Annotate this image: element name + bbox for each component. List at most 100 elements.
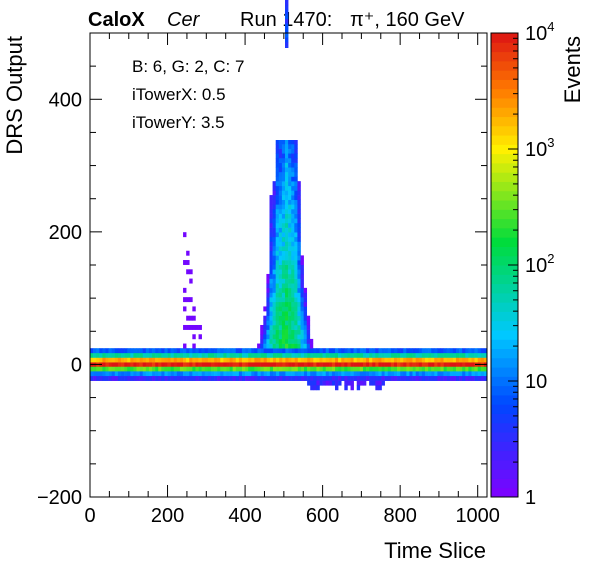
heatmap-bin (300, 362, 305, 368)
heatmap-bin (331, 376, 336, 381)
heatmap-bin (285, 269, 289, 275)
heatmap-bin (335, 352, 339, 358)
heatmap-bin (278, 269, 283, 275)
heatmap-bin (468, 352, 472, 358)
heatmap-bin (406, 362, 410, 368)
heatmap-bin (306, 343, 311, 349)
heatmap-bin (310, 352, 314, 358)
heatmap-bin (381, 357, 385, 363)
heatmap-bin (281, 283, 286, 289)
heatmap-bin (288, 171, 292, 177)
heatmap-bin (269, 241, 273, 247)
heatmap-bin (297, 218, 301, 224)
heatmap-bin (375, 357, 379, 363)
heatmap-bin (291, 213, 295, 219)
heatmap-bin (459, 371, 463, 377)
heatmap-bin (121, 376, 125, 381)
heatmap-bin (446, 371, 451, 377)
heatmap-bin (366, 357, 370, 363)
heatmap-bin (369, 352, 373, 358)
heatmap-bin (189, 352, 193, 358)
heatmap-bin (291, 208, 295, 214)
heatmap-bin (272, 362, 277, 368)
heatmap-bin (303, 324, 308, 330)
heatmap-bin (285, 222, 289, 228)
heatmap-bin (275, 264, 280, 270)
heatmap-bin (297, 232, 301, 238)
heatmap-bin (288, 241, 292, 247)
heatmap-bin (387, 362, 392, 368)
heatmap-bin (111, 371, 116, 377)
heatmap-bin (366, 352, 370, 358)
heatmap-bin (217, 376, 221, 381)
heatmap-bin (229, 357, 233, 363)
heatmap-bin (158, 352, 162, 358)
heatmap-bin (291, 264, 295, 270)
heatmap-bin (173, 348, 178, 354)
heatmap-bin (164, 348, 168, 354)
heatmap-bin (217, 366, 221, 372)
heatmap-bin (229, 362, 233, 368)
heatmap-bin (195, 376, 199, 381)
heatmap-bin (235, 366, 240, 372)
heatmap-bin (204, 362, 209, 368)
heatmap-bin (133, 357, 137, 363)
heatmap-bin (307, 376, 311, 381)
heatmap-bin (412, 371, 416, 377)
heatmap-bin (257, 366, 261, 372)
heatmap-bin (294, 278, 298, 284)
colorbar-bin (491, 311, 518, 322)
heatmap-bin (412, 362, 416, 368)
heatmap-bin (288, 264, 292, 270)
heatmap-bin (183, 376, 187, 381)
heatmap-bin (459, 357, 463, 363)
heatmap-bin (285, 334, 289, 340)
heatmap-bin (251, 362, 255, 368)
heatmap-bin (297, 320, 301, 326)
heatmap-bin (281, 287, 286, 293)
heatmap-bin (269, 232, 273, 238)
heatmap-bin (189, 297, 193, 303)
colorbar-tick-label: 104 (525, 19, 554, 45)
heatmap-bin (294, 181, 298, 187)
heatmap-bin (275, 292, 280, 298)
heatmap-bin (328, 362, 333, 368)
heatmap-bin (269, 371, 274, 377)
heatmap-bin (114, 352, 119, 358)
heatmap-bin (474, 376, 478, 381)
heatmap-bin (424, 352, 429, 358)
heatmap-bin (124, 348, 128, 354)
heatmap-bin (204, 366, 209, 372)
heatmap-bin (319, 380, 323, 386)
heatmap-bin (449, 376, 454, 381)
heatmap-bin (275, 199, 280, 205)
heatmap-bin (254, 357, 258, 363)
heatmap-bin (275, 208, 280, 214)
heatmap-bin (278, 250, 283, 256)
heatmap-bin (282, 348, 286, 354)
heatmap-bin (248, 376, 252, 381)
heatmap-bin (275, 148, 280, 154)
heatmap-bin (272, 227, 276, 233)
heatmap-bin (288, 236, 292, 242)
heatmap-bin (272, 195, 276, 201)
heatmap-bin (291, 366, 295, 372)
heatmap-bin (303, 297, 308, 303)
heatmap-bin (378, 357, 382, 363)
heatmap-bin (136, 376, 140, 381)
heatmap-bin (266, 301, 270, 307)
y-tick-label: −200 (37, 487, 82, 509)
colorbar-bin (491, 348, 518, 359)
heatmap-bin (272, 283, 276, 289)
heatmap-bin (235, 352, 240, 358)
heatmap-bin (155, 352, 159, 358)
heatmap-bin (105, 362, 109, 368)
colorbar-bin (491, 302, 518, 312)
heatmap-bin (310, 380, 314, 386)
heatmap-bin (260, 366, 264, 372)
heatmap-bin (366, 362, 370, 368)
heatmap-bin (173, 357, 178, 363)
heatmap-bin (281, 273, 286, 279)
heatmap-bin (415, 371, 420, 377)
heatmap-bin (275, 232, 280, 238)
